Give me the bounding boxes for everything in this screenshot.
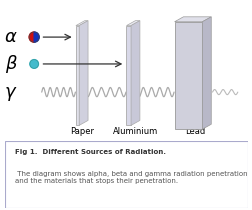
Text: Lead: Lead [184, 127, 205, 136]
Text: γ: γ [5, 83, 15, 101]
Text: α: α [5, 28, 16, 46]
Polygon shape [79, 21, 88, 125]
Text: Fig 1.  Different Sources of Radiation.: Fig 1. Different Sources of Radiation. [15, 149, 165, 155]
Wedge shape [34, 32, 39, 42]
Polygon shape [76, 21, 88, 26]
Polygon shape [202, 17, 210, 129]
Text: β: β [5, 55, 16, 73]
Text: Paper: Paper [70, 127, 93, 136]
Polygon shape [126, 26, 131, 125]
Text: Aluminium: Aluminium [113, 127, 158, 136]
Polygon shape [174, 17, 210, 22]
Wedge shape [29, 32, 34, 42]
Polygon shape [126, 21, 139, 26]
Polygon shape [76, 26, 79, 125]
Polygon shape [131, 21, 139, 125]
Circle shape [30, 60, 38, 68]
Polygon shape [174, 22, 202, 129]
Text: The diagram shows alpha, beta and gamma radiation penetration
and the materials : The diagram shows alpha, beta and gamma … [15, 171, 246, 184]
